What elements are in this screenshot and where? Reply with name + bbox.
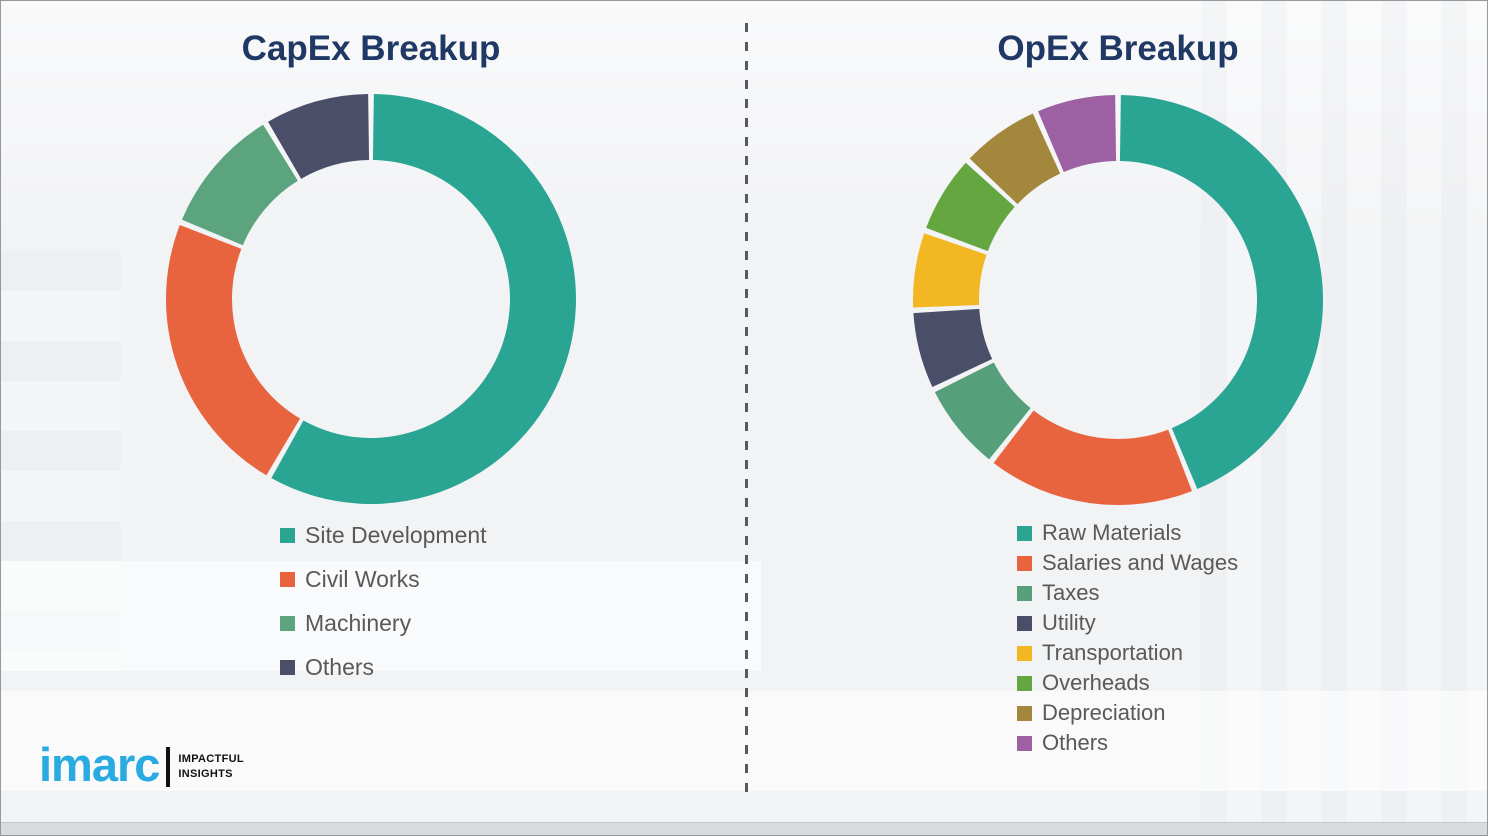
legend-item-machinery: Machinery bbox=[280, 601, 487, 645]
legend-swatch-raw-materials bbox=[1017, 525, 1032, 541]
dashed-divider bbox=[745, 23, 748, 793]
donut-segment-salaries-and-wages bbox=[993, 410, 1192, 506]
donut-segment-utility bbox=[913, 308, 993, 388]
capex-chart-title: CapEx Breakup bbox=[241, 29, 501, 68]
imarc-logo-divider-bar bbox=[166, 746, 171, 787]
opex-donut-chart bbox=[913, 95, 1324, 506]
legend-item-raw-materials: Raw Materials bbox=[1017, 518, 1238, 548]
legend-label-salaries-and-wages: Salaries and Wages bbox=[1042, 550, 1239, 575]
imarc-tagline-line2: INSIGHTS bbox=[178, 767, 233, 780]
legend-label-site-development: Site Development bbox=[305, 521, 487, 548]
legend-label-civil-works: Civil Works bbox=[305, 565, 420, 592]
legend-label-utility: Utility bbox=[1042, 610, 1096, 635]
capex-donut-chart bbox=[165, 94, 576, 504]
legend-label-overheads: Overheads bbox=[1042, 670, 1150, 695]
legend-swatch-site-development bbox=[280, 527, 295, 543]
legend-swatch-depreciation bbox=[1017, 705, 1032, 721]
legend-label-others: Others bbox=[1042, 730, 1109, 755]
donut-segment-transportation bbox=[913, 233, 987, 308]
donut-segment-others bbox=[268, 94, 370, 179]
donut-segment-depreciation bbox=[969, 113, 1061, 205]
background-bottom-band bbox=[1, 822, 1487, 835]
legend-swatch-salaries-and-wages bbox=[1017, 555, 1032, 571]
background-ghost-left bbox=[1, 251, 121, 671]
imarc-logo-tagline: IMPACTFUL INSIGHTS bbox=[178, 752, 243, 781]
legend-label-others: Others bbox=[305, 653, 375, 680]
legend-label-depreciation: Depreciation bbox=[1042, 700, 1166, 725]
donut-segment-overheads bbox=[926, 162, 1015, 252]
legend-swatch-others bbox=[1017, 735, 1032, 751]
legend-label-raw-materials: Raw Materials bbox=[1042, 520, 1182, 545]
legend-swatch-machinery bbox=[280, 615, 295, 631]
legend-swatch-transportation bbox=[1017, 645, 1032, 661]
legend-label-taxes: Taxes bbox=[1042, 580, 1100, 605]
imarc-tagline-line1: IMPACTFUL bbox=[178, 753, 244, 766]
legend-item-depreciation: Depreciation bbox=[1017, 698, 1238, 728]
legend-item-taxes: Taxes bbox=[1017, 578, 1238, 608]
legend-label-machinery: Machinery bbox=[305, 609, 412, 636]
legend-swatch-utility bbox=[1017, 615, 1032, 631]
donut-segment-site-development bbox=[271, 94, 576, 504]
legend-swatch-others bbox=[280, 659, 295, 675]
legend-item-civil-works: Civil Works bbox=[280, 557, 487, 601]
legend-swatch-civil-works bbox=[280, 571, 295, 587]
opex-chart-title: OpEx Breakup bbox=[997, 29, 1239, 68]
legend-label-transportation: Transportation bbox=[1042, 640, 1184, 665]
donut-segment-civil-works bbox=[165, 225, 301, 476]
donut-segment-taxes bbox=[934, 362, 1031, 460]
legend-item-transportation: Transportation bbox=[1017, 638, 1238, 668]
legend-item-utility: Utility bbox=[1017, 608, 1238, 638]
legend-item-salaries-and-wages: Salaries and Wages bbox=[1017, 548, 1238, 578]
legend-item-overheads: Overheads bbox=[1017, 668, 1238, 698]
legend-item-others: Others bbox=[1017, 728, 1238, 758]
legend-swatch-taxes bbox=[1017, 585, 1032, 601]
imarc-logo: imarc IMPACTFUL INSIGHTS bbox=[39, 741, 244, 788]
donut-segment-others bbox=[1038, 95, 1117, 173]
opex-legend: Raw Materials Salaries and Wages Taxes Util… bbox=[1017, 518, 1238, 758]
capex-legend: Site Development Civil Works Machinery Othe… bbox=[280, 513, 487, 689]
donut-segment-raw-materials bbox=[1119, 95, 1324, 490]
imarc-logo-wordmark: imarc bbox=[39, 738, 160, 791]
donut-segment-machinery bbox=[181, 124, 298, 246]
legend-item-site-development: Site Development bbox=[280, 513, 487, 557]
legend-swatch-overheads bbox=[1017, 675, 1032, 691]
legend-item-others: Others bbox=[280, 645, 487, 689]
